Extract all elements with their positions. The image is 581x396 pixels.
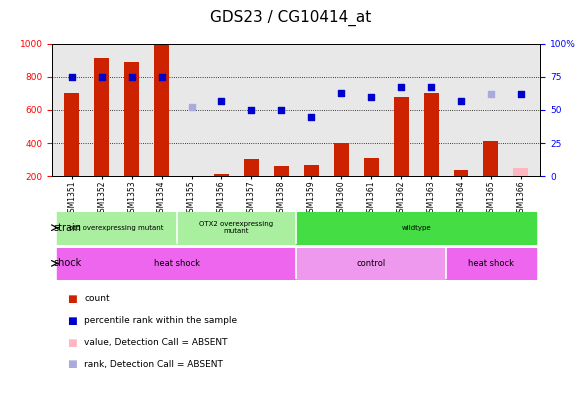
Bar [64,93,79,176]
Point [187,104,196,110]
Bar [124,62,139,176]
Point [517,91,526,97]
Point [456,97,465,104]
Text: count: count [84,295,110,303]
Bar [184,176,199,181]
Text: rank, Detection Call = ABSENT: rank, Detection Call = ABSENT [84,360,223,369]
Point [247,107,256,113]
Bar [94,59,109,176]
Text: ■: ■ [67,337,77,348]
Bar [393,97,408,176]
Text: heat shock: heat shock [468,259,514,268]
Bar [364,158,379,176]
Text: ■: ■ [67,294,77,304]
Bar [483,141,498,176]
Bar [454,169,468,176]
Text: percentile rank within the sample: percentile rank within the sample [84,316,238,325]
Point [426,84,436,91]
Point [127,74,137,80]
Bar [424,93,439,176]
Text: strain: strain [53,223,81,233]
Bar [214,174,229,176]
Text: ■: ■ [67,359,77,369]
Point [97,74,106,80]
Bar [514,168,528,176]
Text: heat shock: heat shock [153,259,199,268]
Point [217,97,226,104]
Point [157,74,166,80]
Text: GDS23 / CG10414_at: GDS23 / CG10414_at [210,10,371,26]
Text: shock: shock [53,258,81,268]
Bar [154,45,169,176]
Text: OTX2 overexpressing
mutant: OTX2 overexpressing mutant [199,221,274,234]
Text: otd overexpressing mutant: otd overexpressing mutant [69,225,164,231]
Bar [333,143,349,176]
Point [396,84,406,91]
Point [277,107,286,113]
Bar [244,159,259,176]
Text: wildtype: wildtype [401,225,431,231]
Point [367,93,376,100]
Bar [304,165,319,176]
Point [336,89,346,96]
Point [67,74,76,80]
Point [486,91,496,97]
Text: ■: ■ [67,316,77,326]
Bar [274,166,289,176]
Point [307,113,316,120]
Text: control: control [357,259,386,268]
Text: value, Detection Call = ABSENT: value, Detection Call = ABSENT [84,338,228,347]
